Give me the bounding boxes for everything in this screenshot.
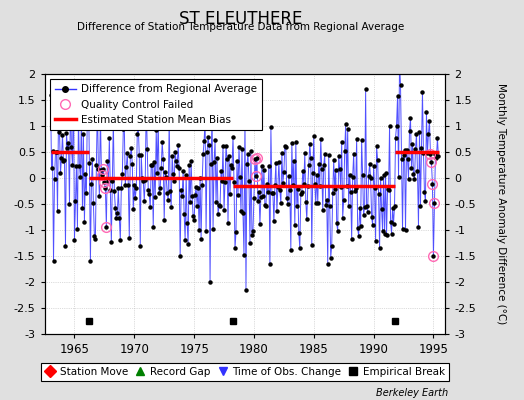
Text: ST ELEUTHERE: ST ELEUTHERE: [179, 10, 303, 28]
Text: Berkeley Earth: Berkeley Earth: [376, 388, 448, 398]
Y-axis label: Monthly Temperature Anomaly Difference (°C): Monthly Temperature Anomaly Difference (…: [496, 83, 506, 325]
Text: Difference of Station Temperature Data from Regional Average: Difference of Station Temperature Data f…: [78, 22, 405, 32]
Legend: Station Move, Record Gap, Time of Obs. Change, Empirical Break: Station Move, Record Gap, Time of Obs. C…: [41, 363, 449, 381]
Legend: Difference from Regional Average, Quality Control Failed, Estimated Station Mean: Difference from Regional Average, Qualit…: [50, 79, 262, 130]
